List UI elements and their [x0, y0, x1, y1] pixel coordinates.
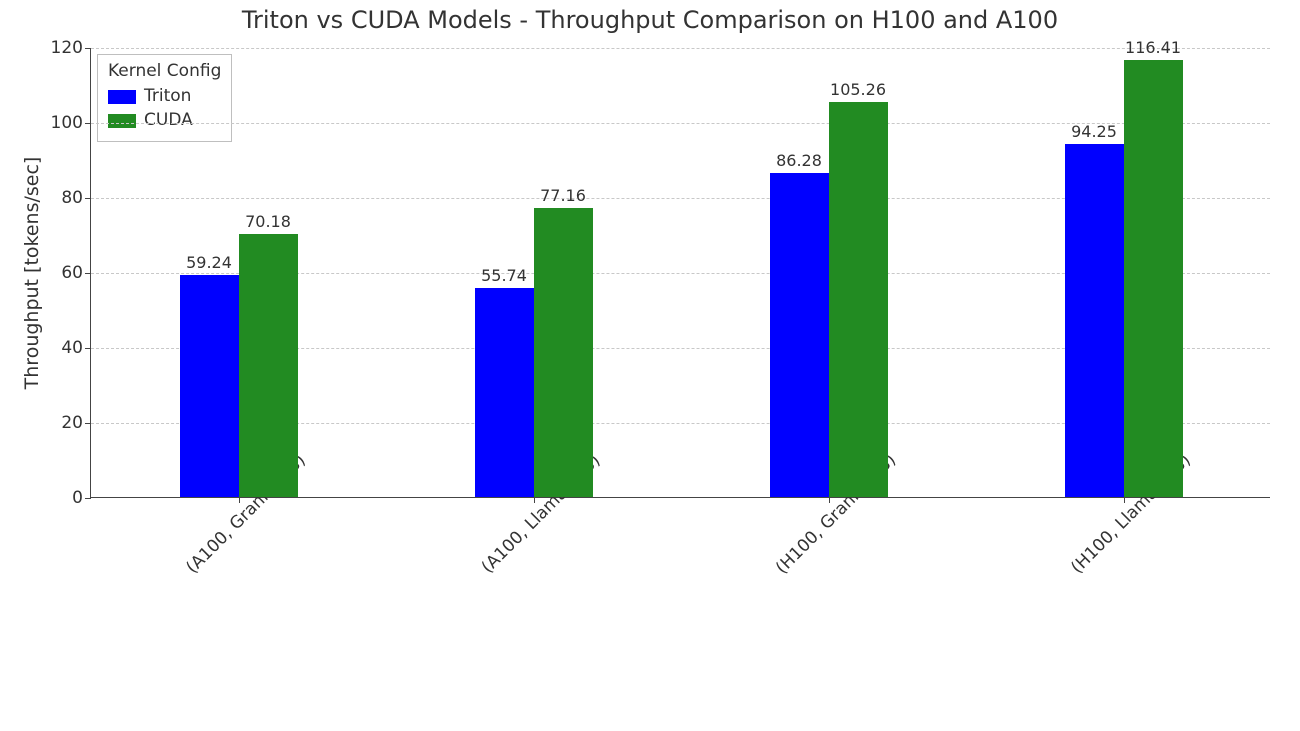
bar-value-label: 77.16 — [540, 186, 586, 209]
ytick-label: 60 — [61, 263, 91, 283]
bar-value-label: 94.25 — [1071, 122, 1117, 145]
ytick-label: 80 — [61, 188, 91, 208]
legend-item-cuda: CUDA — [108, 109, 221, 133]
bar-triton — [1065, 144, 1124, 497]
bar-value-label: 105.26 — [830, 80, 886, 103]
xtick-mark — [534, 497, 535, 503]
ytick-label: 100 — [51, 113, 91, 133]
throughput-chart: Triton vs CUDA Models - Throughput Compa… — [0, 0, 1300, 731]
bar-value-label: 59.24 — [186, 253, 232, 276]
ytick-label: 0 — [72, 488, 91, 508]
legend-label: CUDA — [144, 109, 193, 133]
legend: Kernel Config TritonCUDA — [97, 54, 232, 142]
bar-value-label: 70.18 — [245, 212, 291, 235]
xtick-mark — [1124, 497, 1125, 503]
legend-swatch — [108, 90, 136, 104]
bar-triton — [770, 173, 829, 497]
ytick-label: 120 — [51, 38, 91, 58]
legend-title: Kernel Config — [108, 61, 221, 81]
chart-title: Triton vs CUDA Models - Throughput Compa… — [0, 6, 1300, 34]
bar-triton — [180, 275, 239, 497]
gridline — [91, 48, 1270, 49]
bar-triton — [475, 288, 534, 497]
ytick-label: 40 — [61, 338, 91, 358]
xtick-mark — [239, 497, 240, 503]
ytick-label: 20 — [61, 413, 91, 433]
bar-cuda — [534, 208, 593, 497]
bar-cuda — [829, 102, 888, 497]
bar-cuda — [1124, 60, 1183, 497]
bar-value-label: 86.28 — [776, 151, 822, 174]
xtick-mark — [829, 497, 830, 503]
y-axis-label: Throughput [tokens/sec] — [21, 157, 43, 390]
legend-label: Triton — [144, 85, 191, 109]
legend-item-triton: Triton — [108, 85, 221, 109]
plot-area: Kernel Config TritonCUDA 020406080100120… — [90, 48, 1270, 498]
bar-value-label: 116.41 — [1125, 38, 1181, 61]
bar-cuda — [239, 234, 298, 497]
bar-value-label: 55.74 — [481, 266, 527, 289]
legend-swatch — [108, 114, 136, 128]
